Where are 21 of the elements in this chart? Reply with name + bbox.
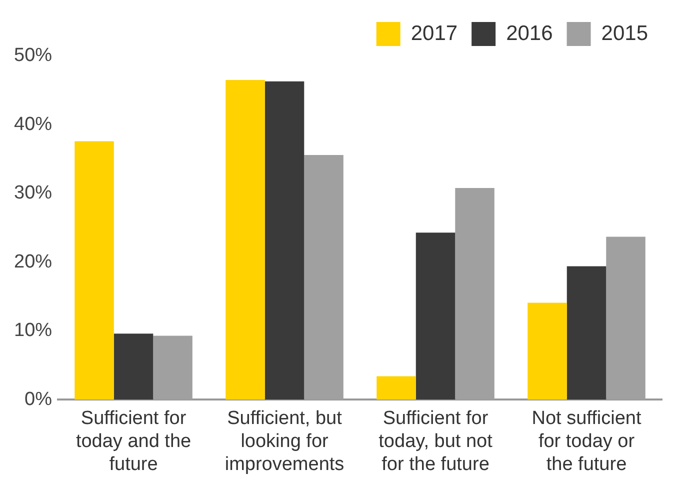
bar — [74, 141, 114, 400]
y-tick-label: 0% — [24, 388, 52, 410]
y-tick-label: 50% — [14, 45, 52, 66]
x-tick-label: Not sufficient for today or the future — [532, 408, 642, 475]
legend-label: 2016 — [506, 22, 553, 45]
y-tick-label: 30% — [14, 182, 52, 204]
bar — [376, 376, 416, 400]
y-tick-label: 20% — [14, 251, 52, 272]
bar — [264, 81, 304, 400]
x-tick-label: Sufficient for today and the future — [76, 408, 192, 475]
legend-label: 2017 — [410, 22, 458, 45]
x-tick-label: Sufficient for today, but not for the future — [378, 408, 494, 475]
bar — [566, 266, 606, 400]
y-tick-label: 10% — [14, 320, 52, 342]
x-tick-label: Sufficient, but looking for improvements — [224, 408, 344, 475]
bar — [416, 232, 456, 400]
bar — [114, 334, 154, 400]
legend-label: 2015 — [601, 22, 648, 45]
bar — [226, 80, 265, 400]
y-tick-label: 40% — [14, 114, 52, 135]
bar — [528, 302, 567, 400]
